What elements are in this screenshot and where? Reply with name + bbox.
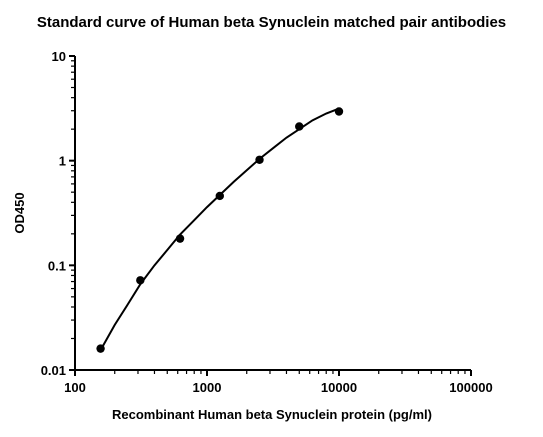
axes	[74, 56, 471, 371]
chart-title: Standard curve of Human beta Synuclein m…	[36, 14, 507, 31]
x-tick-label: 100000	[449, 380, 492, 395]
data-point	[175, 234, 185, 243]
x-tick-label: 10000	[321, 380, 357, 395]
y-tick-label: 10	[52, 49, 66, 64]
y-tick-label: 1	[59, 154, 66, 169]
y-tick-label: 0.1	[48, 258, 66, 273]
fit-curve-line	[99, 107, 340, 351]
y-tick-label: 0.01	[41, 363, 66, 378]
x-tick-label: 100	[64, 380, 86, 395]
tick-group: 100 1000 10000 100000 0.01 0.1 1 10	[41, 49, 493, 395]
data-point	[96, 344, 105, 353]
x-axis-title: Recombinant Human beta Synuclein protein…	[112, 407, 432, 422]
x-tick-label: 1000	[193, 380, 222, 395]
y-axis-title: OD450	[12, 192, 27, 233]
data-point	[215, 191, 224, 201]
data-point	[334, 107, 344, 116]
data-point	[255, 155, 264, 164]
data-point	[295, 122, 304, 131]
data-points	[96, 107, 344, 353]
data-point	[136, 276, 145, 285]
